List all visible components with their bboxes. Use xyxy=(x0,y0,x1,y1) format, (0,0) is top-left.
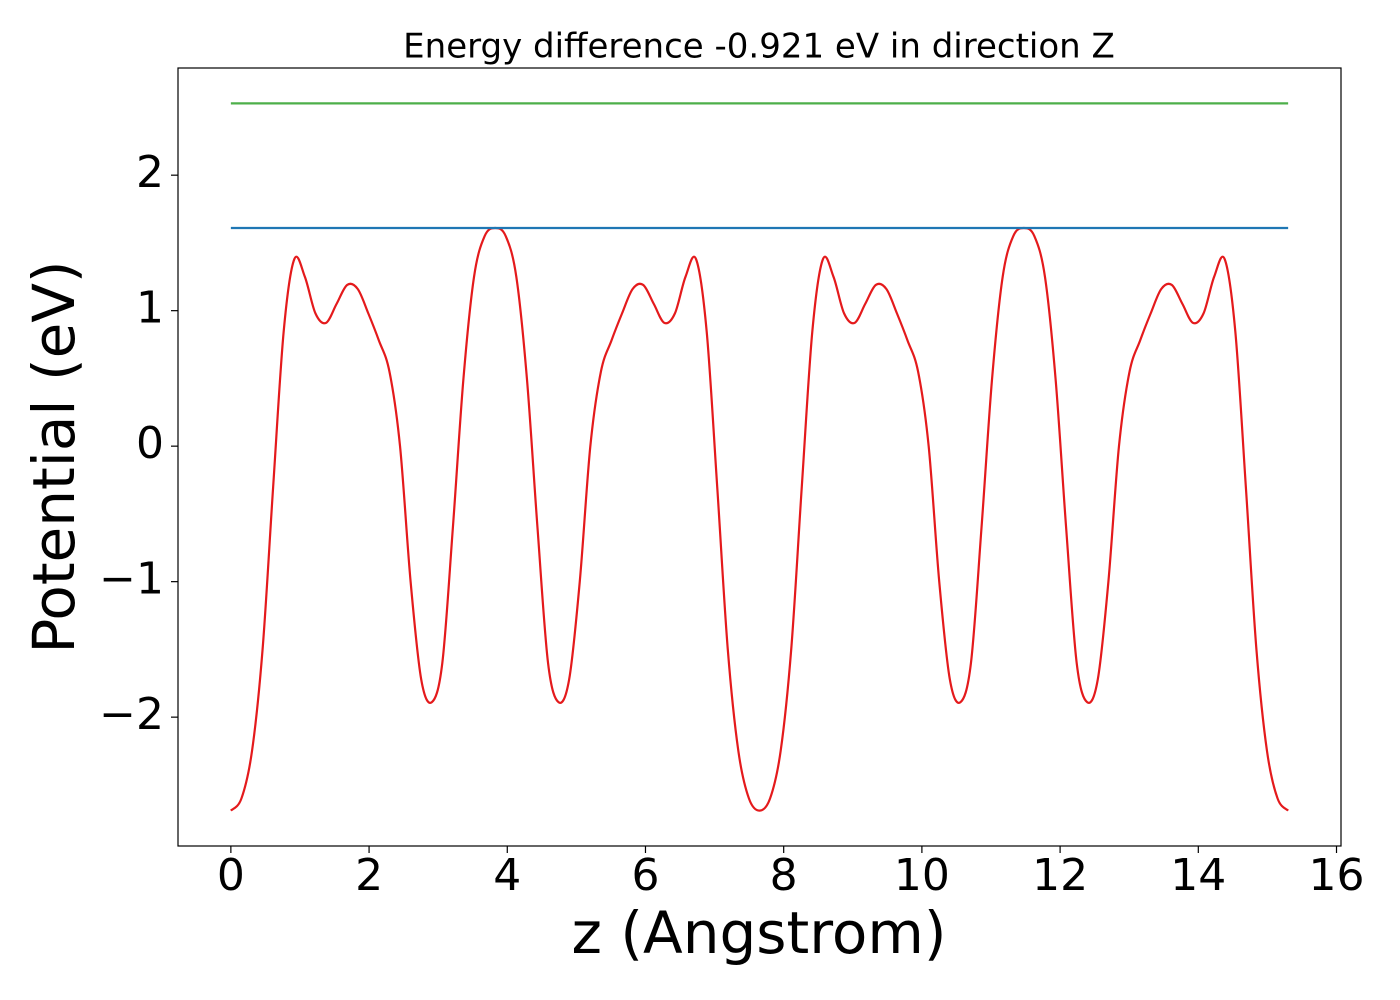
y-tick-label: 2 xyxy=(136,147,164,198)
y-tick-label: −2 xyxy=(99,689,164,740)
series-line xyxy=(230,226,1289,812)
x-tick-label: 6 xyxy=(631,850,659,901)
y-axis-label: Potential (eV) xyxy=(20,260,88,653)
y-tick-label: 0 xyxy=(136,418,164,469)
y-tick-label: 1 xyxy=(136,283,164,334)
plot-frame xyxy=(177,67,1342,847)
x-tick-label: 8 xyxy=(770,850,798,901)
x-tick-label: 0 xyxy=(217,850,245,901)
x-tick-label: 4 xyxy=(493,850,521,901)
x-tick-label: 12 xyxy=(1032,850,1088,901)
y-tick-label: −1 xyxy=(99,554,164,605)
x-axis-label: z (Angstrom) xyxy=(572,899,947,967)
x-tick-label: 14 xyxy=(1170,850,1226,901)
x-tick-label: 2 xyxy=(355,850,383,901)
chart-title: Energy difference -0.921 eV in direction… xyxy=(403,27,1115,67)
x-tick-label: 10 xyxy=(894,850,950,901)
x-tick-label: 16 xyxy=(1309,850,1365,901)
